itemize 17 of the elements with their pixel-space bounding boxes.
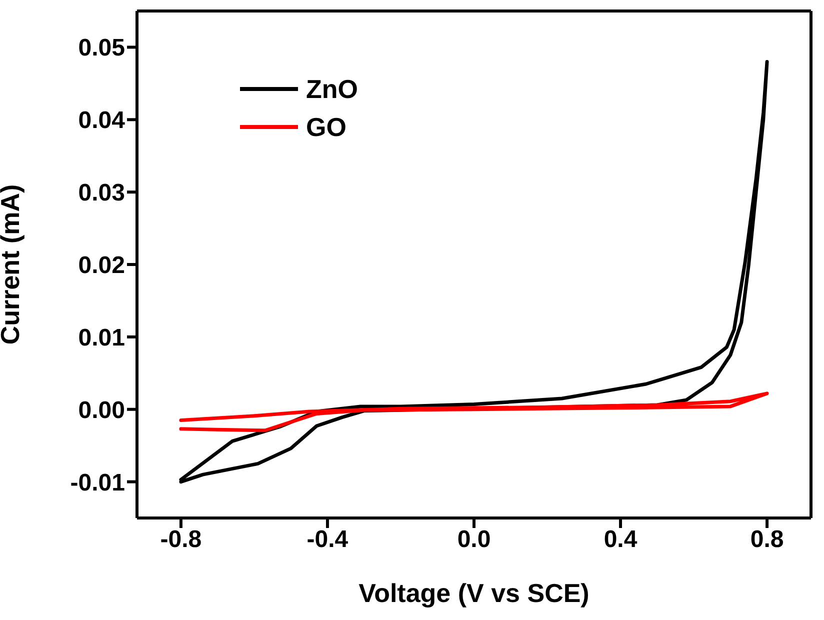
y-tick-label: 0.01 — [78, 324, 125, 352]
legend-label: GO — [306, 112, 346, 142]
y-tick-label: 0.04 — [78, 107, 126, 134]
x-axis-title: Voltage (V vs SCE) — [358, 578, 590, 608]
legend-label: ZnO — [306, 74, 358, 104]
y-tick-label: -0.01 — [70, 469, 125, 496]
x-tick-label: 0.4 — [604, 526, 638, 554]
y-axis-title: Current (mA) — [0, 184, 26, 345]
x-tick-label: 0.0 — [457, 526, 491, 554]
y-tick-label: 0.05 — [78, 34, 125, 62]
x-tick-label: 0.8 — [750, 526, 784, 554]
line-series — [179, 392, 769, 432]
y-tick-label: 0.02 — [78, 252, 125, 280]
x-tick-label: -0.4 — [306, 526, 349, 554]
y-tick-label: 0.03 — [78, 180, 125, 207]
x-tick-label: -0.8 — [160, 526, 202, 554]
y-tick-label: 0.00 — [78, 396, 125, 424]
